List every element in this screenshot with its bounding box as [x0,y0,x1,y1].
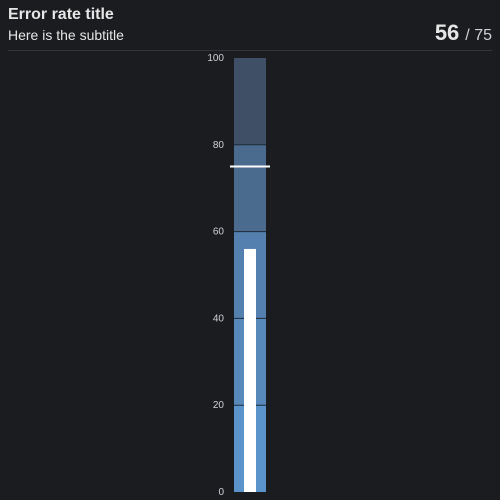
value-readout: 56 / 75 [435,20,492,46]
value-separator: / [465,27,470,44]
range-band-3 [234,144,266,232]
tick-label-100: 100 [207,53,224,64]
tick-label-0: 0 [218,487,224,498]
current-value: 56 [434,20,460,45]
range-band-4 [234,58,266,145]
tick-label-80: 80 [213,140,225,151]
target-value: 75 [474,27,492,44]
tick-label-20: 20 [213,400,225,411]
tick-label-40: 40 [213,313,225,324]
chart-subtitle: Here is the subtitle [8,27,124,43]
value-bar [244,248,256,492]
chart-title: Error rate title [8,6,114,23]
tick-label-60: 60 [213,227,225,238]
chart-header: Error rate title Here is the subtitle 56… [8,0,492,51]
